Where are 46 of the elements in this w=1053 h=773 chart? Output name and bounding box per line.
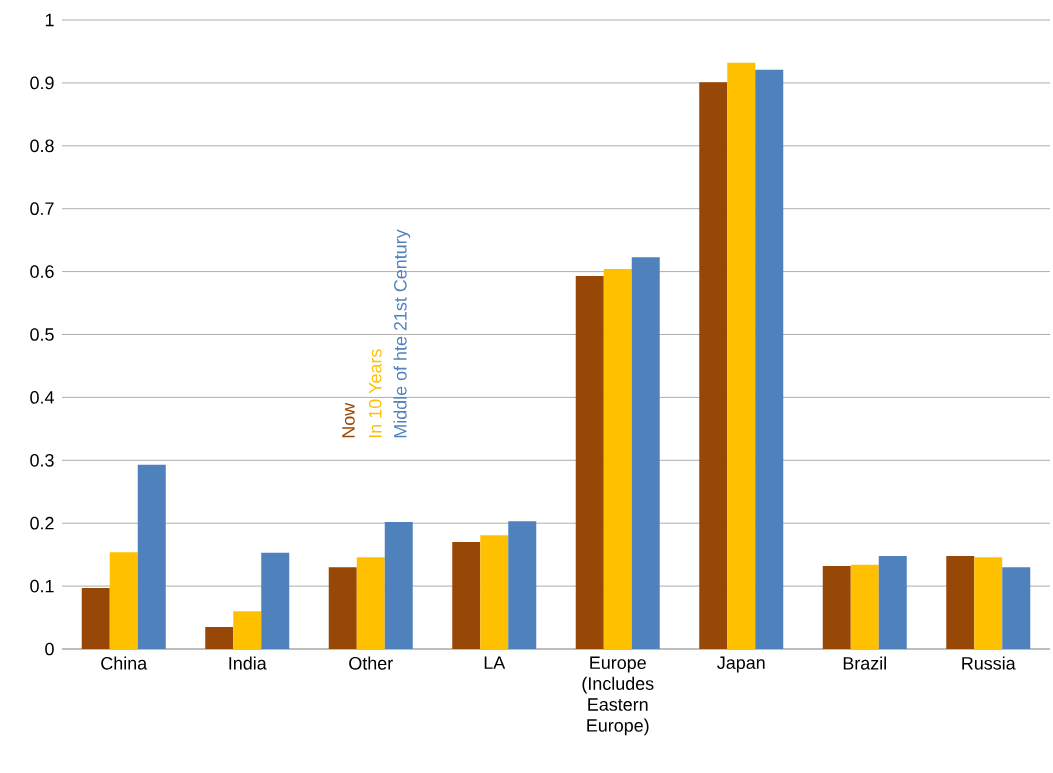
x-tick-label: Europe (Includes Eastern Europe) [582, 656, 654, 736]
bar [356, 557, 385, 649]
y-tick-label: 0.9 [30, 76, 54, 90]
bar [261, 552, 290, 649]
y-tick-label: 0.6 [30, 265, 54, 278]
x-tick-label: Russia [962, 656, 1016, 670]
x-tick-label: China [101, 656, 148, 670]
bar [81, 587, 110, 649]
y-tick-label: 0.1 [30, 579, 54, 593]
bar [974, 557, 1003, 649]
bar [1002, 567, 1031, 649]
bar [727, 62, 756, 649]
bar [946, 555, 975, 649]
bar [480, 535, 509, 649]
bar [452, 542, 481, 649]
y-tick-label: 0.3 [30, 453, 54, 467]
bar [631, 257, 660, 649]
text: Now [342, 402, 355, 438]
bar [384, 521, 413, 649]
y-tick-label: 0.7 [30, 202, 54, 216]
x-tick-label: India [229, 656, 267, 670]
bar [508, 521, 537, 649]
x-tick-label: Japan [717, 656, 765, 673]
x-tick-label: Other [349, 656, 393, 670]
bar [109, 552, 138, 649]
bar [233, 611, 262, 649]
bar [328, 567, 357, 649]
y-tick-label: 0 [45, 642, 54, 656]
bar [575, 276, 604, 649]
y-tick-label: 1 [45, 13, 54, 27]
bar [137, 464, 166, 649]
bar [603, 269, 632, 649]
bar [850, 564, 879, 649]
y-tick-label: 0.8 [30, 139, 54, 153]
x-tick-label: Brazil [843, 656, 886, 670]
x-tick-label: LA [484, 656, 506, 669]
y-tick-label: 0.4 [30, 391, 54, 404]
bar [822, 565, 851, 649]
text: Middle of hte 21st Century [393, 229, 411, 438]
text: In 10 Years [368, 349, 382, 438]
bar [878, 555, 907, 649]
bar [205, 626, 234, 649]
bar [699, 82, 728, 649]
bar [755, 69, 784, 649]
y-tick-label: 0.2 [30, 516, 54, 530]
y-tick-label: 0.5 [30, 328, 54, 341]
